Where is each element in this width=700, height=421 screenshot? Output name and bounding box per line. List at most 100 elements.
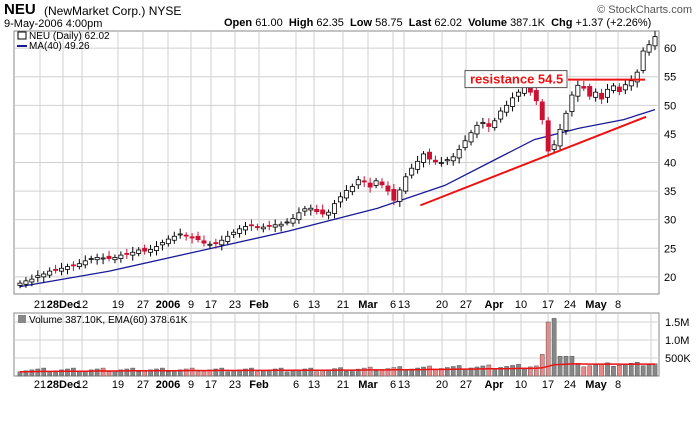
candle-body — [159, 242, 165, 246]
candle-body — [593, 91, 599, 98]
candle-body — [53, 269, 59, 271]
volume-x-tick-label: 24 — [564, 379, 576, 391]
candle-body — [551, 144, 557, 150]
candle-body — [462, 140, 468, 149]
volume-bar — [385, 368, 391, 377]
candle-body — [165, 238, 171, 245]
candle-body — [213, 242, 219, 245]
candle-body — [41, 273, 47, 278]
volume-bar — [142, 370, 147, 377]
volume-bar — [350, 369, 355, 377]
volume-bar — [290, 370, 296, 377]
volume-bar — [617, 365, 622, 377]
price-tick-label: 20 — [664, 272, 676, 284]
volume-bar — [611, 366, 616, 377]
candle-body — [533, 90, 539, 102]
price-tick-label: 55 — [664, 72, 676, 84]
candle-body — [575, 84, 581, 97]
volume-bar — [421, 366, 426, 377]
volume-bar — [587, 365, 593, 377]
ma40-line — [19, 108, 656, 288]
volume-bar — [249, 367, 254, 377]
price-tick-label: 35 — [664, 186, 676, 198]
candle-body — [599, 92, 605, 100]
candle-body — [605, 88, 611, 98]
legend-candle-icon — [17, 31, 27, 40]
candle-body — [219, 239, 225, 246]
volume-bar — [213, 368, 219, 377]
volume-bar — [433, 369, 438, 377]
volume-bar — [397, 366, 403, 377]
volume-bar — [646, 364, 652, 377]
volume-bar — [148, 369, 153, 377]
candle-body — [35, 275, 41, 278]
volume-bar — [557, 355, 563, 377]
low-label: Low — [350, 17, 373, 29]
price-x-tick-label: 8 — [615, 299, 621, 311]
candle-body — [438, 162, 444, 164]
volume-bar — [160, 367, 165, 377]
candle-body — [154, 246, 159, 251]
candle-body — [492, 120, 498, 129]
candle-body — [385, 185, 391, 192]
volume-legend: Volume 387.10K, EMA(60) 378.61K — [18, 315, 188, 326]
candle-body — [409, 167, 415, 176]
price-x-tick-label: Feb — [249, 299, 269, 311]
trendline — [419, 115, 647, 207]
volume-bar — [498, 367, 504, 377]
volume-bar — [640, 365, 646, 377]
volume-bar — [403, 369, 409, 377]
volume-bar — [225, 371, 231, 377]
volume-bar — [94, 368, 100, 377]
volume-x-tick-label: Feb — [249, 379, 269, 391]
company-name: (NewMarket Corp.) NYSE — [44, 4, 181, 18]
volume-bar — [439, 368, 444, 377]
volume-bar — [533, 365, 539, 377]
volume-x-tick-label: May — [585, 379, 607, 391]
candle-body — [486, 123, 492, 127]
candle-body — [177, 233, 183, 236]
legend-price-text: NEU (Daily) 62.02 — [29, 31, 110, 42]
volume-bar — [652, 363, 658, 377]
candle-body — [266, 224, 272, 227]
volume-bar — [100, 367, 106, 377]
price-tick-label: 45 — [664, 129, 676, 141]
low-value: 58.75 — [375, 17, 403, 29]
price-x-tick-label: Mar — [358, 299, 378, 311]
candle-body — [296, 212, 302, 221]
candle-body — [314, 208, 320, 213]
volume-bar — [628, 363, 634, 377]
ticker-symbol: NEU — [4, 1, 36, 18]
volume-x-tick-label: 9 — [188, 379, 194, 391]
candle-body — [171, 235, 177, 241]
volume-x-tick-label: 8 — [615, 379, 621, 391]
candle-body — [539, 101, 545, 121]
volume-bar — [47, 371, 53, 377]
ma40-path — [19, 108, 656, 288]
volume-bar — [136, 371, 142, 377]
candle-body — [391, 188, 397, 201]
price-x-tick-label: 24 — [564, 299, 576, 311]
price-tick-label: 60 — [664, 43, 676, 55]
volume-x-tick-label: 21 — [337, 379, 349, 391]
candle-body — [100, 257, 106, 260]
candle-body — [545, 120, 551, 152]
volume-bar — [462, 368, 468, 377]
resistance-label-box — [464, 70, 568, 89]
candle-body — [284, 221, 290, 224]
candle-body — [527, 87, 533, 93]
volume-bar — [183, 368, 189, 377]
candle-body — [415, 160, 421, 170]
candle-body — [504, 104, 510, 113]
candle-body — [397, 189, 403, 202]
volume-bar — [320, 370, 325, 377]
high-value: 62.35 — [316, 17, 344, 29]
volume-bar — [450, 366, 456, 377]
price-tick-label: 40 — [664, 158, 676, 170]
price-legend: NEU (Daily) 62.02 MA(40) 49.26 — [17, 31, 110, 52]
volume-bar — [260, 370, 266, 377]
volume-x-tick-label: 28Dec — [47, 379, 79, 391]
candle-body — [569, 94, 575, 113]
volume-bar — [563, 355, 569, 377]
price-x-tick-label: 27 — [137, 299, 149, 311]
